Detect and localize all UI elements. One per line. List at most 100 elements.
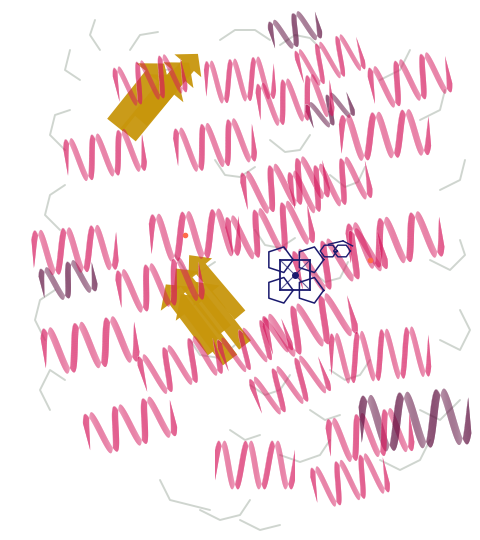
Polygon shape — [408, 222, 413, 254]
Polygon shape — [249, 79, 251, 100]
Polygon shape — [142, 60, 147, 80]
Polygon shape — [259, 346, 266, 362]
Polygon shape — [398, 64, 399, 66]
Polygon shape — [355, 222, 358, 240]
Polygon shape — [90, 139, 95, 167]
Polygon shape — [281, 368, 293, 393]
Polygon shape — [326, 424, 331, 453]
Polygon shape — [329, 419, 331, 433]
Polygon shape — [361, 397, 364, 428]
Polygon shape — [151, 216, 153, 243]
Polygon shape — [324, 181, 328, 197]
Polygon shape — [179, 221, 181, 252]
Polygon shape — [239, 126, 244, 156]
Polygon shape — [162, 354, 172, 381]
Polygon shape — [297, 97, 301, 120]
Polygon shape — [300, 394, 303, 402]
Polygon shape — [199, 135, 204, 164]
Polygon shape — [189, 338, 194, 351]
Polygon shape — [146, 355, 155, 380]
Polygon shape — [443, 389, 444, 406]
Polygon shape — [381, 219, 383, 231]
Polygon shape — [358, 415, 360, 423]
Polygon shape — [141, 411, 148, 439]
Polygon shape — [329, 96, 330, 98]
Polygon shape — [262, 62, 264, 90]
Polygon shape — [210, 125, 215, 153]
Polygon shape — [208, 224, 210, 254]
Polygon shape — [220, 209, 222, 235]
Polygon shape — [340, 462, 342, 469]
Polygon shape — [244, 360, 249, 370]
Polygon shape — [353, 353, 355, 382]
Polygon shape — [386, 127, 389, 156]
Polygon shape — [172, 259, 177, 283]
Polygon shape — [402, 356, 404, 379]
Polygon shape — [227, 217, 231, 235]
Polygon shape — [216, 362, 220, 374]
Polygon shape — [118, 323, 124, 354]
Polygon shape — [284, 176, 291, 204]
Polygon shape — [325, 386, 327, 389]
Polygon shape — [394, 65, 401, 93]
Polygon shape — [100, 361, 101, 363]
Polygon shape — [176, 244, 178, 261]
Polygon shape — [151, 398, 158, 423]
Polygon shape — [376, 442, 379, 457]
Polygon shape — [59, 239, 62, 268]
Polygon shape — [245, 367, 246, 368]
Polygon shape — [330, 93, 335, 103]
Polygon shape — [372, 255, 374, 268]
Polygon shape — [415, 215, 416, 219]
Polygon shape — [174, 259, 177, 272]
Polygon shape — [235, 242, 237, 255]
Polygon shape — [387, 329, 390, 354]
Polygon shape — [462, 437, 463, 440]
Polygon shape — [356, 228, 362, 246]
Polygon shape — [403, 434, 406, 452]
Polygon shape — [357, 132, 360, 159]
Polygon shape — [409, 73, 417, 99]
Polygon shape — [205, 62, 208, 84]
Polygon shape — [398, 122, 401, 152]
Polygon shape — [349, 159, 357, 186]
Polygon shape — [316, 468, 318, 476]
Polygon shape — [358, 224, 363, 252]
Polygon shape — [427, 353, 429, 376]
Polygon shape — [146, 265, 149, 278]
Polygon shape — [199, 143, 204, 169]
Polygon shape — [234, 216, 240, 239]
Polygon shape — [80, 324, 81, 332]
Polygon shape — [384, 483, 387, 491]
Polygon shape — [155, 369, 164, 393]
Polygon shape — [375, 441, 379, 457]
Polygon shape — [371, 69, 373, 77]
Polygon shape — [116, 138, 120, 167]
Polygon shape — [331, 181, 338, 206]
Polygon shape — [113, 69, 119, 91]
Polygon shape — [399, 240, 403, 263]
Polygon shape — [287, 201, 291, 216]
Polygon shape — [122, 406, 129, 430]
Polygon shape — [335, 476, 341, 502]
Polygon shape — [315, 15, 322, 35]
Polygon shape — [292, 175, 293, 178]
Polygon shape — [310, 476, 317, 503]
Polygon shape — [142, 399, 148, 420]
Polygon shape — [151, 264, 155, 280]
Polygon shape — [46, 267, 49, 279]
Polygon shape — [318, 66, 324, 84]
Polygon shape — [274, 20, 278, 32]
Polygon shape — [329, 100, 332, 116]
Polygon shape — [333, 418, 336, 431]
Polygon shape — [359, 460, 365, 487]
Polygon shape — [193, 338, 196, 346]
Polygon shape — [365, 239, 376, 267]
Polygon shape — [179, 258, 183, 276]
Polygon shape — [253, 226, 260, 254]
Polygon shape — [257, 84, 261, 107]
Polygon shape — [340, 182, 346, 204]
Polygon shape — [382, 420, 384, 451]
Polygon shape — [118, 68, 121, 78]
Polygon shape — [400, 244, 404, 263]
